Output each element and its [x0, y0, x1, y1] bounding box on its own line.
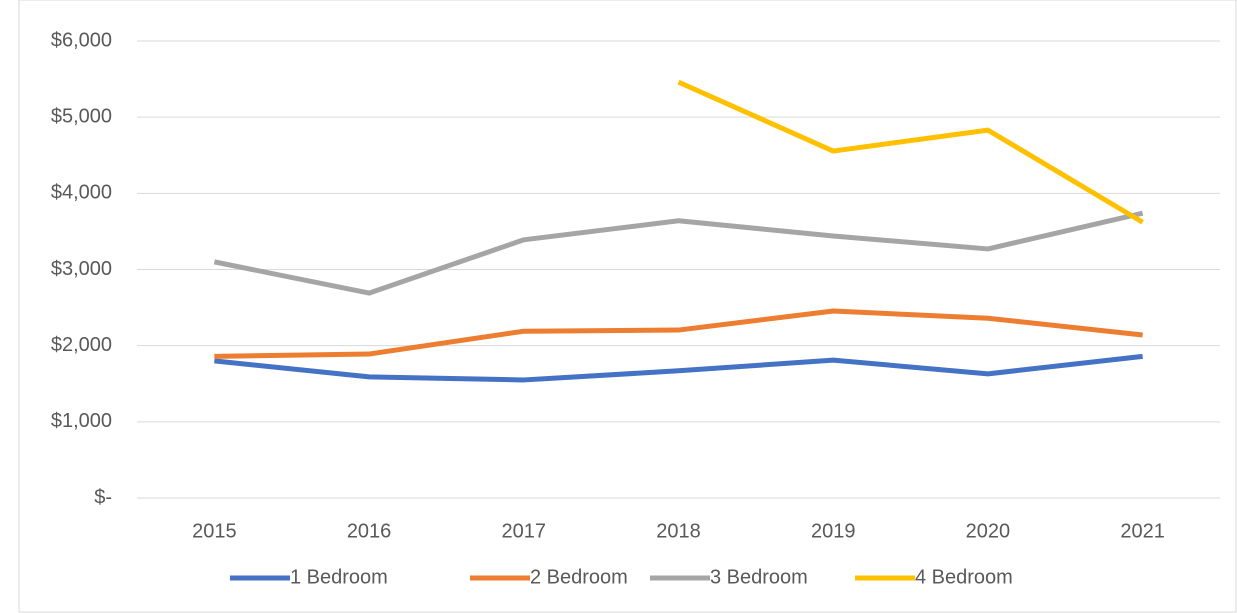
y-tick-label: $6,000	[51, 29, 112, 51]
series-line	[214, 308, 1143, 359]
chart-frame	[18, 0, 1237, 613]
y-tick-label: $4,000	[51, 182, 112, 204]
y-tick-label: $1,000	[51, 410, 112, 432]
x-tick-label: 2020	[966, 520, 1011, 542]
legend-label: 3 Bedroom	[710, 566, 808, 588]
legend-label: 2 Bedroom	[530, 566, 628, 588]
y-tick-label: $-	[94, 486, 112, 508]
x-tick-label: 2019	[811, 520, 856, 542]
series-line	[213, 210, 1144, 296]
x-tick-label: 2018	[656, 520, 701, 542]
legend-label: 4 Bedroom	[915, 566, 1013, 588]
series-line	[677, 79, 1144, 225]
x-tick-label: 2021	[1120, 520, 1165, 542]
y-tick-label: $3,000	[51, 258, 112, 280]
legend-label: 1 Bedroom	[290, 566, 388, 588]
x-tick-label: 2016	[347, 520, 392, 542]
y-tick-label: $2,000	[51, 334, 112, 356]
x-tick-label: 2017	[502, 520, 547, 542]
series-line	[214, 353, 1143, 383]
x-tick-label: 2015	[192, 520, 237, 542]
y-tick-label: $5,000	[51, 105, 112, 127]
